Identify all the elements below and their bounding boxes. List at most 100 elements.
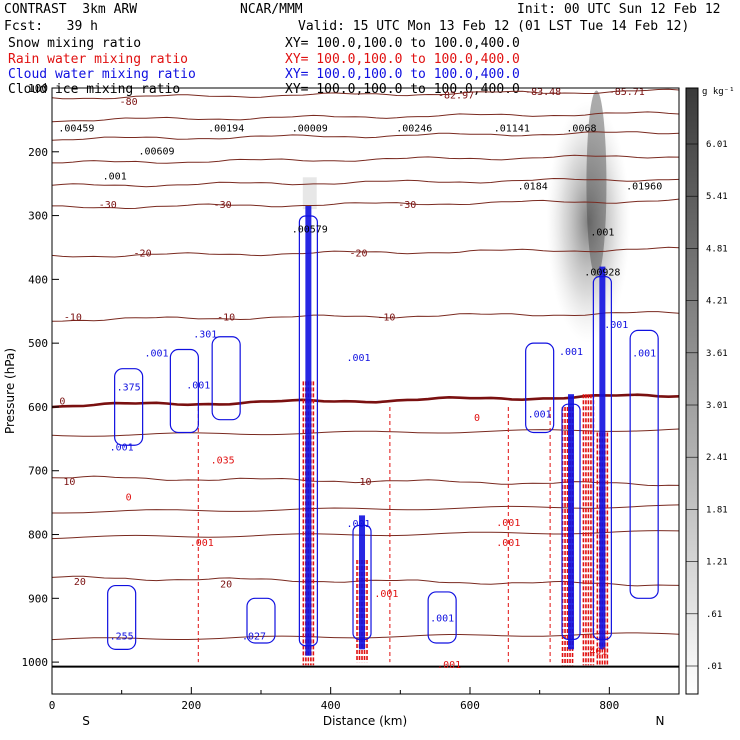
- max-value-label: .00194: [208, 124, 244, 135]
- x-axis-label: Distance (km): [323, 714, 407, 728]
- isotherm-line: [52, 177, 679, 188]
- field-xy-cloud-ice: XY= 100.0,100.0 to 100.0,400.0: [285, 82, 520, 97]
- max-value-label: .01141: [494, 124, 530, 135]
- cloud-water-core: [599, 266, 606, 650]
- y-tick-label: 100: [28, 82, 48, 95]
- isotherm-line: [52, 111, 679, 123]
- y-tick-label: 600: [28, 401, 48, 414]
- isotherm-label: -10: [64, 312, 82, 323]
- header-title-center: NCAR/MMM: [240, 2, 303, 17]
- colorbar-tick-label: .61: [706, 610, 722, 620]
- isotherm-label: -30: [99, 200, 117, 211]
- header-valid: Valid: 15 UTC Mon 13 Feb 12 (01 LST Tue …: [298, 19, 690, 34]
- cloud-water-contour: [211, 336, 241, 421]
- cloud-water-contour: [114, 368, 144, 446]
- isotherm-line: [52, 632, 679, 641]
- colorbar-tick-label: .01: [706, 662, 722, 672]
- cloud-water-contour: [629, 329, 659, 599]
- max-value-label: .375: [117, 383, 141, 394]
- max-value-label: .001: [110, 442, 134, 453]
- max-value-label: .00579: [292, 224, 328, 235]
- max-value-label: .00609: [138, 147, 174, 158]
- x-axis-north-label: N: [656, 714, 665, 728]
- isotherm-label: -20: [350, 249, 368, 260]
- max-value-label: .001: [144, 349, 168, 360]
- snow-core: [586, 90, 607, 277]
- snow-shading: [546, 100, 631, 344]
- y-tick-label: 700: [28, 465, 48, 478]
- isotherm-line: [52, 88, 679, 100]
- cloud-water-contour: [169, 348, 199, 434]
- field-label-cloud-ice: Cloud ice mixing ratio: [8, 82, 181, 97]
- x-tick-label: 800: [599, 699, 619, 712]
- field-label-cloud-water: Cloud water mixing ratio: [8, 67, 196, 82]
- max-value-label: .001: [190, 538, 214, 549]
- field-xy-rain: XY= 100.0,100.0 to 100.0,400.0: [285, 52, 520, 67]
- max-value-label: .00928: [584, 268, 620, 279]
- isotherm-line: [52, 198, 679, 210]
- isotherm-label: 20: [220, 580, 232, 591]
- cloud-water-contour: [352, 524, 372, 640]
- x-tick-label: 200: [181, 699, 201, 712]
- isotherm-label: -30: [398, 200, 416, 211]
- max-value-label: .001: [632, 349, 656, 360]
- isotherm-line: [52, 575, 679, 587]
- max-value-label: .001: [103, 171, 127, 182]
- max-value-label: .401: [583, 647, 607, 658]
- max-value-label: .001: [374, 589, 398, 600]
- max-value-label: .035: [211, 455, 235, 466]
- colorbar-unit: g kg⁻¹: [702, 87, 735, 97]
- isotherm-line: [52, 154, 679, 164]
- isotherm-line: [52, 530, 679, 540]
- y-tick-label: 1000: [22, 656, 49, 669]
- x-axis-south-label: S: [82, 714, 90, 728]
- isotherm-line: [52, 311, 679, 322]
- max-value-label: .001: [496, 538, 520, 549]
- max-value-label: .0068: [566, 124, 596, 135]
- max-value-label: .01960: [626, 182, 662, 193]
- colorbar-tick-label: 2.41: [706, 453, 728, 463]
- field-label-snow: Snow mixing ratio: [8, 36, 142, 51]
- field-xy-snow: XY= 100.0,100.0 to 100.0,400.0: [285, 36, 520, 51]
- isotherm-label: -83.48: [525, 87, 561, 98]
- y-tick-label: 400: [28, 273, 48, 286]
- max-value-label: .001: [437, 660, 461, 671]
- max-value-label: .001: [590, 228, 614, 239]
- colorbar-tick-label: 4.81: [706, 244, 728, 254]
- max-value-label: .001: [559, 347, 583, 358]
- y-tick-label: 200: [28, 146, 48, 159]
- header-fcst: Fcst: 39 h: [4, 19, 98, 34]
- max-value-label: 0: [126, 492, 132, 503]
- isotherm-line: [52, 393, 679, 409]
- isotherm-label: -85.71: [609, 87, 645, 98]
- max-value-label: .001: [430, 613, 454, 624]
- isotherm-label: -20: [134, 249, 152, 260]
- isotherm-line: [52, 428, 679, 437]
- max-value-label: .001: [346, 519, 370, 530]
- colorbar-tick-label: 5.41: [706, 192, 728, 202]
- max-value-label: .00246: [396, 124, 432, 135]
- cloud-water-contour: [525, 342, 555, 434]
- plot-frame: [51, 87, 680, 695]
- isotherm-line: [52, 504, 679, 514]
- isotherm-label: -10: [217, 312, 235, 323]
- colorbar-tick-label: 6.01: [706, 140, 728, 150]
- isotherm-line: [52, 246, 679, 258]
- cloud-water-contour: [592, 276, 612, 640]
- isotherm-label: 20: [74, 577, 86, 588]
- cloud-water-contour: [298, 215, 318, 647]
- max-value-label: .00459: [58, 124, 94, 135]
- header-title-left: CONTRAST 3km ARW: [4, 2, 138, 17]
- isotherm-label: -82.97: [438, 90, 474, 101]
- max-value-label: .001: [186, 381, 210, 392]
- colorbar-tick-label: 4.21: [706, 297, 728, 307]
- cloud-water-core: [568, 394, 575, 650]
- max-value-label: .001: [346, 353, 370, 364]
- isotherm-label: -10: [377, 312, 395, 323]
- isotherm-line: [52, 475, 679, 487]
- cloud-water-contour: [427, 591, 457, 644]
- isotherm-label: 10: [63, 477, 75, 488]
- x-tick-label: 600: [460, 699, 480, 712]
- colorbar-scale: [685, 87, 699, 695]
- cloud-water-contour: [107, 584, 137, 650]
